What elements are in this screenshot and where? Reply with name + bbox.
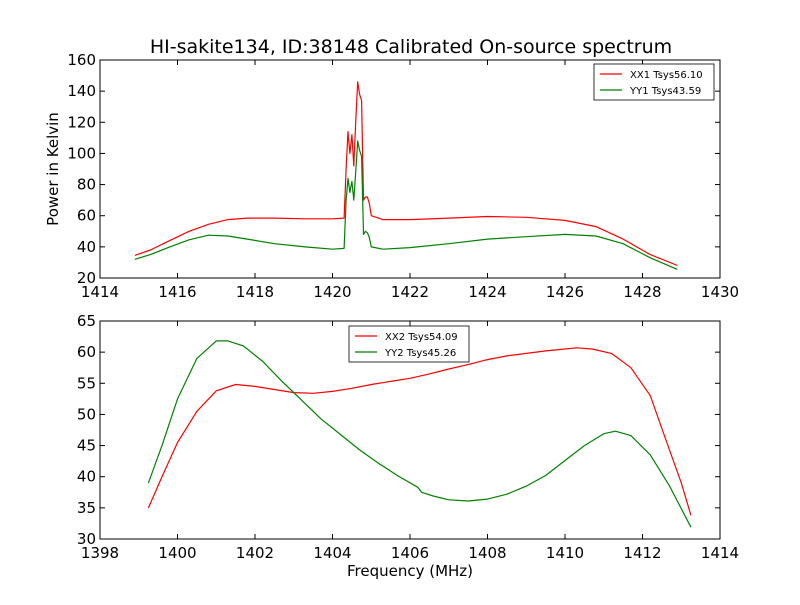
y-tick-label: 60 bbox=[77, 343, 96, 361]
x-tick-label: 1404 bbox=[313, 544, 351, 562]
y-tick-label: 80 bbox=[77, 176, 96, 194]
x-tick-label: 1408 bbox=[468, 544, 506, 562]
y-tick-label: 65 bbox=[77, 312, 96, 330]
series-line-1 bbox=[147, 347, 692, 516]
legend-box bbox=[348, 325, 470, 363]
x-tick-label: 1406 bbox=[391, 544, 429, 562]
y-tick-label: 50 bbox=[77, 405, 96, 423]
x-tick-label: 1424 bbox=[468, 283, 506, 301]
x-tick-label: 1414 bbox=[701, 544, 739, 562]
y-tick-label: 40 bbox=[77, 468, 96, 486]
series-line-1 bbox=[134, 81, 678, 267]
chart-title: HI-sakite134, ID:38148 Calibrated On-sou… bbox=[150, 36, 672, 58]
y-tick-label: 60 bbox=[77, 207, 96, 225]
legend-box bbox=[593, 63, 715, 101]
x-tick-label: 1410 bbox=[546, 544, 584, 562]
y-tick-label: 30 bbox=[77, 530, 96, 548]
bottom-panel: 1398 1400 1402 1404 1406 1408 1410 1412 1414 30 35… bbox=[77, 312, 739, 562]
y-tick-label: 45 bbox=[77, 437, 96, 455]
y-tick-label: 160 bbox=[67, 51, 96, 69]
x-tick-label: 1426 bbox=[546, 283, 584, 301]
y-tick-label: 140 bbox=[67, 82, 96, 100]
y-tick-label: 20 bbox=[77, 269, 96, 287]
y-tick-label: 55 bbox=[77, 374, 96, 392]
x-tick-label: 1418 bbox=[236, 283, 274, 301]
legend-label: XX2 Tsys54.09 bbox=[385, 332, 458, 343]
x-tick-label: 1416 bbox=[158, 283, 196, 301]
top-ylabel: Power in Kelvin bbox=[44, 112, 62, 226]
y-tick-label: 120 bbox=[67, 113, 96, 131]
y-tick-label: 100 bbox=[67, 144, 96, 162]
x-tick-label: 1422 bbox=[391, 283, 429, 301]
x-tick-label: 1430 bbox=[701, 283, 739, 301]
legend-label: YY1 Tsys43.59 bbox=[629, 86, 701, 97]
legend: XX2 Tsys54.09 YY2 Tsys45.26 bbox=[348, 325, 470, 363]
series-line-2 bbox=[147, 340, 692, 528]
series-line-2 bbox=[134, 140, 678, 270]
y-tick-label: 40 bbox=[77, 238, 96, 256]
legend-label: YY2 Tsys45.26 bbox=[384, 348, 456, 359]
x-tick-label: 1420 bbox=[313, 283, 351, 301]
legend: XX1 Tsys56.10 YY1 Tsys43.59 bbox=[593, 63, 715, 101]
y-tick-label: 35 bbox=[77, 499, 96, 517]
top-panel: 1414 1416 1418 1420 1422 1424 1426 1428 1430 20 40… bbox=[67, 51, 739, 301]
x-tick-label: 1414 bbox=[81, 283, 119, 301]
legend-label: XX1 Tsys56.10 bbox=[630, 70, 703, 81]
bottom-xlabel: Frequency (MHz) bbox=[347, 562, 473, 580]
x-tick-label: 1400 bbox=[158, 544, 196, 562]
x-tick-label: 1398 bbox=[81, 544, 119, 562]
x-tick-label: 1402 bbox=[236, 544, 274, 562]
x-tick-label: 1428 bbox=[623, 283, 661, 301]
x-tick-label: 1412 bbox=[623, 544, 661, 562]
